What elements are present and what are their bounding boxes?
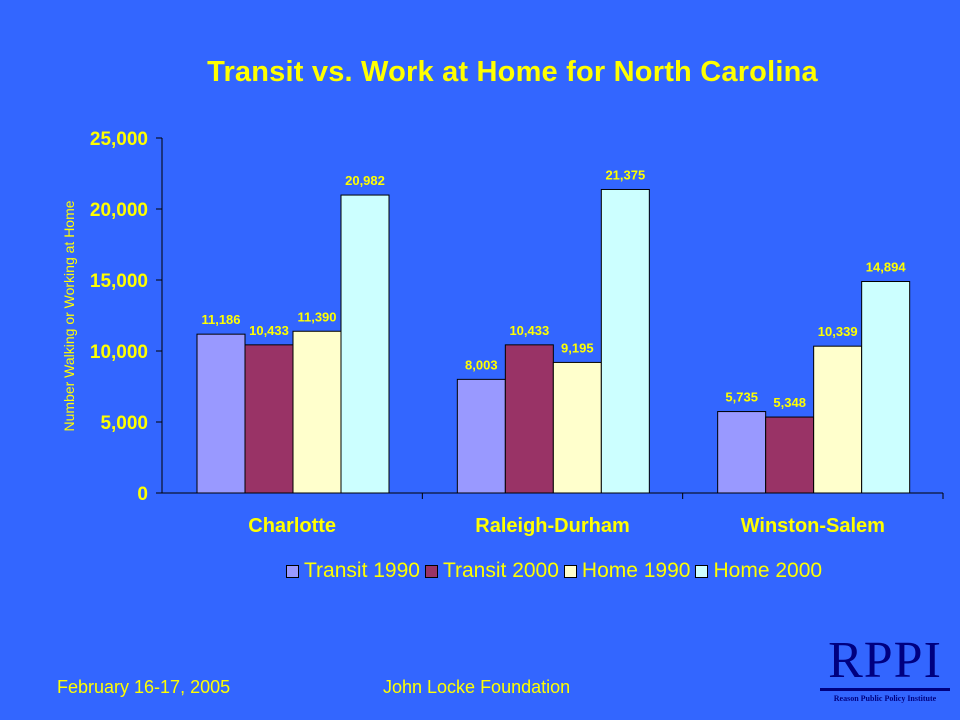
category-label: Raleigh-Durham xyxy=(475,515,629,537)
bar xyxy=(340,194,390,494)
bar xyxy=(765,416,815,494)
data-label: 14,894 xyxy=(866,260,907,275)
bar xyxy=(504,344,554,494)
logo-rule xyxy=(820,688,950,691)
legend-label-transit-1990: Transit 1990 xyxy=(304,559,420,582)
data-label: 10,433 xyxy=(509,323,549,338)
bar xyxy=(861,281,911,494)
legend-swatch-home-1990 xyxy=(563,564,577,578)
category-label: Charlotte xyxy=(248,515,336,537)
legend-item-home-1990: Home 1990 xyxy=(563,559,691,583)
y-tick-label: 15,000 xyxy=(90,271,148,292)
footer-organization: John Locke Foundation xyxy=(383,677,571,697)
data-label: 5,348 xyxy=(773,395,806,410)
y-tick-label: 0 xyxy=(137,484,148,505)
y-axis-title: Number Walking or Working at Home xyxy=(61,200,77,431)
data-label: 9,195 xyxy=(561,340,594,355)
data-label: 10,433 xyxy=(249,323,289,338)
legend-swatch-transit-1990 xyxy=(286,564,299,578)
footer-date: February 16-17, 2005 xyxy=(57,677,231,697)
legend-label-home-1990: Home 1990 xyxy=(581,559,691,582)
category-label: Winston-Salem xyxy=(741,515,885,537)
y-tick-label: 10,000 xyxy=(90,342,148,363)
legend-item-home-2000: Home 2000 xyxy=(695,559,822,583)
legend-label-transit-2000: Transit 2000 xyxy=(442,559,559,582)
bar xyxy=(717,411,767,494)
legend-item-transit-2000: Transit 2000 xyxy=(424,559,559,583)
logo-caption: Reason Public Policy Institute xyxy=(833,694,937,703)
data-label: 11,186 xyxy=(201,312,240,327)
bar xyxy=(292,330,342,494)
y-tick-label: 25,000 xyxy=(90,129,148,150)
data-label: 8,003 xyxy=(465,357,498,372)
legend: Transit 1990 Transit 2000 Home 1990 Home… xyxy=(286,559,827,583)
bar xyxy=(600,188,650,494)
data-label: 10,339 xyxy=(818,324,858,339)
legend-swatch-transit-2000 xyxy=(424,564,438,578)
data-label: 20,982 xyxy=(345,173,385,188)
bar xyxy=(244,344,294,494)
bar xyxy=(456,378,506,494)
data-label: 11,390 xyxy=(297,309,336,324)
chart-title: Transit vs. Work at Home for North Carol… xyxy=(207,56,818,88)
legend-item-transit-1990: Transit 1990 xyxy=(286,559,420,583)
data-label: 21,375 xyxy=(605,167,645,182)
legend-swatch-home-2000 xyxy=(695,564,709,578)
bar xyxy=(552,361,602,494)
logo-mark: RPPI xyxy=(828,632,942,689)
rppi-logo: RPPI Reason Public Policy Institute xyxy=(818,632,952,703)
data-label: 5,735 xyxy=(725,390,758,405)
legend-label-home-2000: Home 2000 xyxy=(713,559,823,582)
y-tick-label: 5,000 xyxy=(100,413,148,434)
bar xyxy=(196,333,246,494)
bar xyxy=(813,345,863,494)
y-tick-label: 20,000 xyxy=(90,200,148,221)
